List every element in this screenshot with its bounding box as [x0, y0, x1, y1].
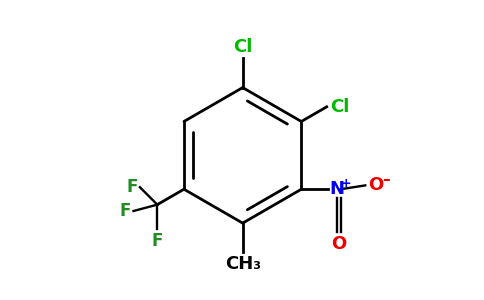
Text: O: O — [332, 235, 347, 253]
Text: F: F — [126, 178, 137, 196]
Text: F: F — [151, 232, 163, 250]
Text: Cl: Cl — [233, 38, 252, 56]
Text: Cl: Cl — [330, 98, 349, 116]
Text: CH₃: CH₃ — [225, 255, 261, 273]
Text: N: N — [330, 180, 345, 198]
Text: –: – — [382, 172, 390, 188]
Text: O: O — [368, 176, 384, 194]
Text: +: + — [341, 177, 351, 190]
Text: F: F — [120, 202, 131, 220]
